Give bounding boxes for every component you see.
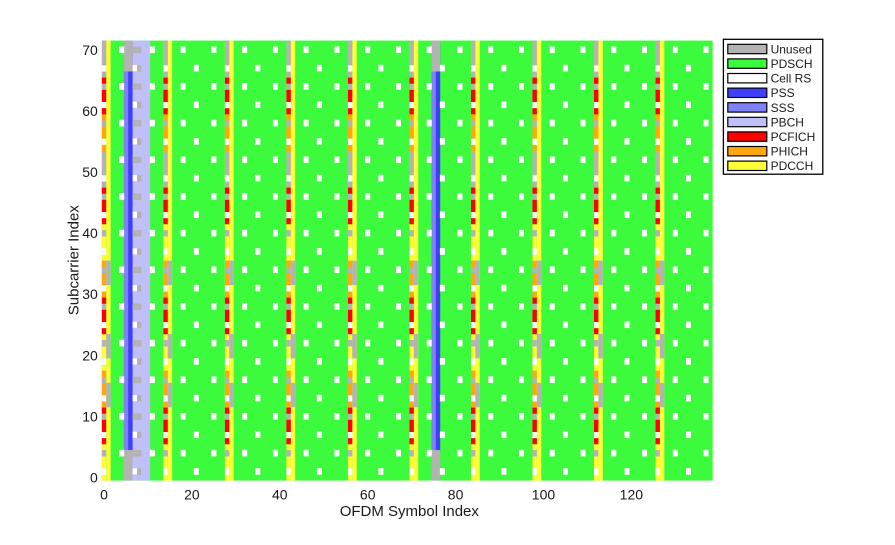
svg-text:PHICH: PHICH <box>771 145 808 159</box>
svg-text:0: 0 <box>100 487 108 503</box>
svg-text:Unused: Unused <box>771 42 812 56</box>
svg-text:PBCH: PBCH <box>771 115 804 129</box>
svg-text:PDSCH: PDSCH <box>771 57 813 71</box>
svg-text:OFDM Symbol Index: OFDM Symbol Index <box>340 503 480 520</box>
svg-text:Cell RS: Cell RS <box>771 72 812 86</box>
svg-text:120: 120 <box>620 487 644 503</box>
svg-text:40: 40 <box>272 487 288 503</box>
svg-text:10: 10 <box>82 408 98 424</box>
svg-text:40: 40 <box>82 225 98 241</box>
svg-text:70: 70 <box>82 42 98 58</box>
svg-text:20: 20 <box>184 487 200 503</box>
svg-text:0: 0 <box>90 470 98 486</box>
svg-text:Subcarrier Index: Subcarrier Index <box>66 205 83 316</box>
svg-text:SSS: SSS <box>771 101 795 115</box>
svg-text:PCFICH: PCFICH <box>771 130 816 144</box>
svg-text:80: 80 <box>448 487 464 503</box>
svg-text:30: 30 <box>82 286 98 302</box>
svg-text:60: 60 <box>82 103 98 119</box>
svg-text:100: 100 <box>532 487 556 503</box>
svg-text:PSS: PSS <box>771 86 795 100</box>
svg-text:50: 50 <box>82 164 98 180</box>
svg-text:60: 60 <box>360 487 376 503</box>
svg-text:20: 20 <box>82 347 98 363</box>
svg-text:PDCCH: PDCCH <box>771 159 814 173</box>
